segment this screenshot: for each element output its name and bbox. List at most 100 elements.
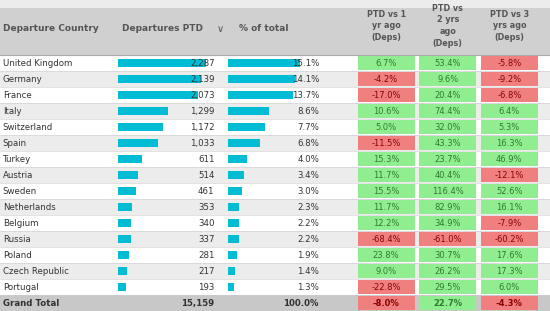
Bar — [228, 219, 239, 227]
Bar — [228, 123, 265, 131]
Text: 9.0%: 9.0% — [376, 267, 397, 276]
Text: 2,287: 2,287 — [190, 59, 214, 68]
Text: 4.0%: 4.0% — [297, 155, 319, 164]
Text: 15.1%: 15.1% — [292, 59, 319, 68]
Bar — [0, 151, 550, 167]
Text: 353: 353 — [198, 203, 214, 211]
Bar — [0, 8, 550, 55]
Bar — [228, 235, 239, 243]
Text: 6.0%: 6.0% — [499, 282, 520, 291]
Text: 32.0%: 32.0% — [434, 123, 461, 132]
Text: 5.3%: 5.3% — [499, 123, 520, 132]
Bar — [419, 136, 476, 150]
Text: -22.8%: -22.8% — [371, 282, 401, 291]
Text: 2,073: 2,073 — [190, 91, 214, 100]
Text: Spain: Spain — [3, 139, 27, 148]
Bar — [358, 184, 415, 198]
Text: Portugal: Portugal — [3, 282, 38, 291]
Text: Netherlands: Netherlands — [3, 203, 56, 211]
Text: 1,033: 1,033 — [190, 139, 214, 148]
Bar — [118, 283, 126, 291]
Text: 29.5%: 29.5% — [434, 282, 461, 291]
Text: -5.8%: -5.8% — [497, 59, 521, 68]
Text: -61.0%: -61.0% — [433, 234, 463, 244]
Text: -4.2%: -4.2% — [374, 75, 398, 84]
Bar — [419, 280, 476, 294]
Bar — [0, 55, 550, 71]
Bar — [0, 135, 550, 151]
Text: 1,172: 1,172 — [190, 123, 214, 132]
Text: 17.6%: 17.6% — [496, 251, 522, 260]
Bar — [481, 264, 538, 278]
Text: Poland: Poland — [3, 251, 31, 260]
Bar — [358, 168, 415, 182]
Text: 46.9%: 46.9% — [496, 155, 522, 164]
Text: 15.5%: 15.5% — [373, 187, 399, 196]
Bar — [419, 56, 476, 70]
Bar — [419, 104, 476, 118]
Text: 74.4%: 74.4% — [434, 107, 461, 116]
Text: 6.8%: 6.8% — [297, 139, 319, 148]
Text: 22.7%: 22.7% — [433, 299, 462, 308]
Bar — [228, 251, 237, 259]
Bar — [0, 103, 550, 119]
Text: -68.4%: -68.4% — [371, 234, 401, 244]
Bar — [0, 87, 550, 103]
Bar — [228, 139, 261, 147]
Bar — [419, 184, 476, 198]
Bar — [118, 235, 131, 243]
Text: PTD vs
2 yrs
ago
(Deps): PTD vs 2 yrs ago (Deps) — [432, 4, 463, 48]
Text: 15.3%: 15.3% — [373, 155, 399, 164]
Text: 100.0%: 100.0% — [283, 299, 319, 308]
Text: -4.3%: -4.3% — [496, 299, 522, 308]
Text: 16.3%: 16.3% — [496, 139, 522, 148]
Bar — [358, 264, 415, 278]
Text: -11.5%: -11.5% — [371, 139, 401, 148]
Text: 514: 514 — [198, 171, 214, 180]
Text: 11.7%: 11.7% — [373, 171, 399, 180]
Text: 30.7%: 30.7% — [434, 251, 461, 260]
Bar — [228, 283, 234, 291]
Bar — [0, 263, 550, 279]
Bar — [118, 267, 126, 275]
Text: 5.0%: 5.0% — [376, 123, 397, 132]
Bar — [358, 88, 415, 102]
Text: Switzerland: Switzerland — [3, 123, 53, 132]
Text: -12.1%: -12.1% — [494, 171, 524, 180]
Bar — [358, 248, 415, 262]
Text: PTD vs 3
yrs ago
(Deps): PTD vs 3 yrs ago (Deps) — [490, 10, 529, 42]
Text: Grand Total: Grand Total — [3, 299, 59, 308]
Text: -6.8%: -6.8% — [497, 91, 521, 100]
Bar — [481, 280, 538, 294]
Bar — [481, 120, 538, 134]
Bar — [0, 215, 550, 231]
Text: Belgium: Belgium — [3, 219, 38, 228]
Bar — [419, 88, 476, 102]
Bar — [118, 75, 201, 83]
Bar — [118, 59, 206, 67]
Bar — [118, 251, 129, 259]
Bar — [358, 136, 415, 150]
Bar — [358, 216, 415, 230]
Bar — [228, 59, 300, 67]
Text: 1,299: 1,299 — [190, 107, 214, 116]
Text: 82.9%: 82.9% — [434, 203, 461, 211]
Text: Germany: Germany — [3, 75, 42, 84]
Text: 9.6%: 9.6% — [437, 75, 458, 84]
Bar — [228, 187, 243, 195]
Text: 11.7%: 11.7% — [373, 203, 399, 211]
Text: 337: 337 — [198, 234, 214, 244]
Text: 23.7%: 23.7% — [434, 155, 461, 164]
Text: Departure Country: Departure Country — [3, 24, 98, 33]
Text: Russia: Russia — [3, 234, 30, 244]
Bar — [358, 72, 415, 86]
Bar — [481, 72, 538, 86]
Bar — [228, 203, 239, 211]
Text: Italy: Italy — [3, 107, 21, 116]
Text: Austria: Austria — [3, 171, 33, 180]
Text: -7.9%: -7.9% — [497, 219, 521, 228]
Bar — [358, 120, 415, 134]
Text: 8.6%: 8.6% — [297, 107, 319, 116]
Text: 23.8%: 23.8% — [373, 251, 399, 260]
Text: 20.4%: 20.4% — [434, 91, 461, 100]
